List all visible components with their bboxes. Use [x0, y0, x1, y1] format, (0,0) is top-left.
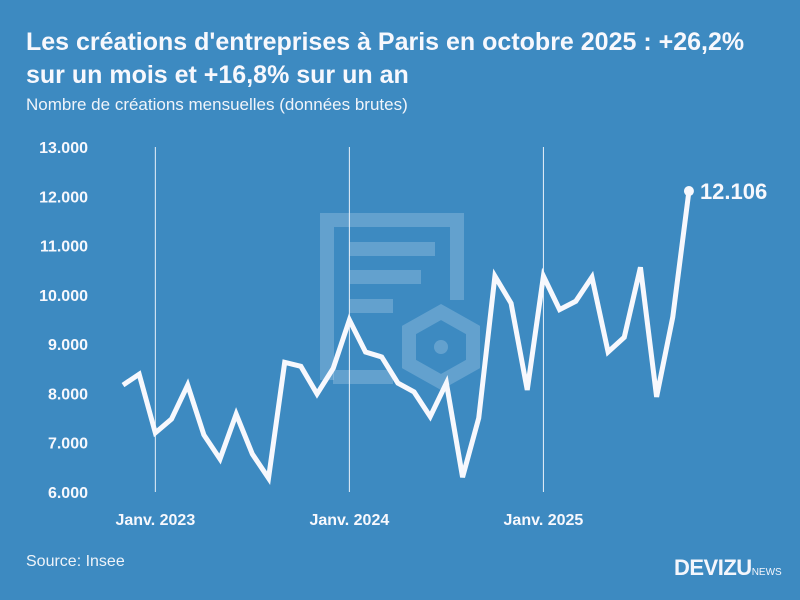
source-note: Source: Insee	[26, 553, 125, 570]
chart-title: Les créations d'entreprises à Paris en o…	[26, 28, 745, 89]
y-tick-label: 8.000	[48, 386, 88, 403]
last-value-label: 12.106	[700, 179, 767, 204]
devizu-logo: DEVIZUNEWS	[674, 555, 782, 581]
y-tick-label: 11.000	[40, 239, 88, 256]
logo-suffix: NEWS	[751, 567, 782, 578]
y-tick-label: 12.000	[39, 189, 88, 206]
watermark-logo-icon	[320, 213, 480, 391]
y-tick-label: 6.000	[48, 485, 88, 502]
y-tick-label: 7.000	[48, 436, 88, 453]
last-point-marker	[683, 186, 694, 197]
chart-subtitle: Nombre de créations mensuelles (données …	[26, 95, 408, 114]
x-tick-label: Janv. 2024	[309, 512, 389, 529]
logo-text: DEVIZU	[674, 555, 752, 580]
y-tick-label: 9.000	[48, 337, 88, 354]
x-tick-label: Janv. 2023	[115, 512, 195, 529]
y-tick-label: 13.000	[39, 140, 88, 157]
y-tick-label: 10.000	[39, 288, 88, 305]
x-tick-label: Janv. 2025	[504, 512, 584, 529]
series-line	[121, 190, 692, 486]
watermark-lines	[333, 242, 448, 384]
